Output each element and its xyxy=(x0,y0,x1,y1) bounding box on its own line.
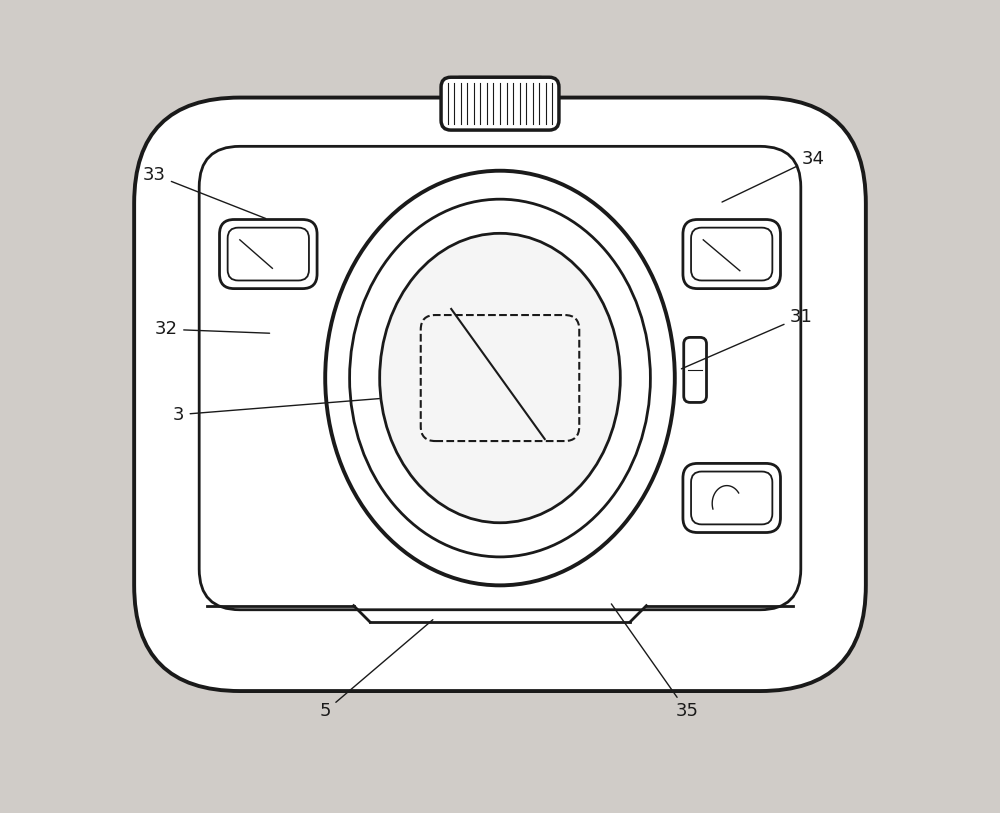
FancyBboxPatch shape xyxy=(228,228,309,280)
Text: 32: 32 xyxy=(155,320,270,338)
Text: 5: 5 xyxy=(319,620,433,720)
FancyBboxPatch shape xyxy=(683,220,780,289)
Text: 34: 34 xyxy=(722,150,825,202)
Text: 3: 3 xyxy=(173,398,379,424)
FancyBboxPatch shape xyxy=(684,337,707,402)
FancyBboxPatch shape xyxy=(199,146,801,610)
FancyBboxPatch shape xyxy=(441,77,559,130)
Ellipse shape xyxy=(325,171,675,585)
FancyBboxPatch shape xyxy=(134,98,866,691)
Ellipse shape xyxy=(380,233,620,523)
Ellipse shape xyxy=(350,199,650,557)
Text: 31: 31 xyxy=(681,308,812,369)
FancyBboxPatch shape xyxy=(453,77,547,110)
Text: 33: 33 xyxy=(143,166,266,219)
FancyBboxPatch shape xyxy=(220,220,317,289)
FancyBboxPatch shape xyxy=(683,463,780,533)
FancyBboxPatch shape xyxy=(691,228,772,280)
FancyBboxPatch shape xyxy=(691,472,772,524)
Text: 35: 35 xyxy=(611,604,698,720)
